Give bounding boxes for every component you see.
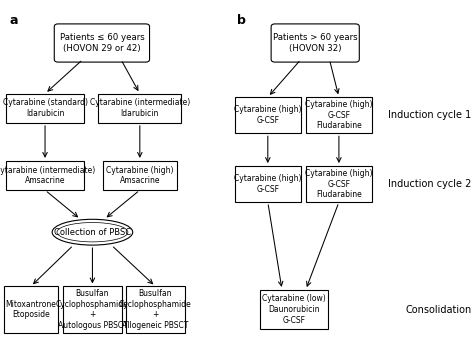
Text: Cytarabine (high)
G-CSF
Fludarabine: Cytarabine (high) G-CSF Fludarabine bbox=[305, 169, 373, 199]
FancyBboxPatch shape bbox=[63, 286, 122, 333]
Text: Cytarabine (standard)
Idarubicin: Cytarabine (standard) Idarubicin bbox=[2, 98, 88, 118]
FancyBboxPatch shape bbox=[306, 97, 372, 133]
Text: Cytarabine (high)
G-CSF: Cytarabine (high) G-CSF bbox=[234, 105, 301, 125]
Text: b: b bbox=[237, 14, 246, 27]
Text: Busulfan
Cyclophosphamide
+
Allogeneic PBSCT: Busulfan Cyclophosphamide + Allogeneic P… bbox=[119, 289, 192, 330]
Text: Cytarabine (low)
Daunorubicin
G-CSF: Cytarabine (low) Daunorubicin G-CSF bbox=[262, 294, 326, 325]
Text: Cytarabine (high)
G-CSF
Fludarabine: Cytarabine (high) G-CSF Fludarabine bbox=[305, 100, 373, 130]
FancyBboxPatch shape bbox=[306, 166, 372, 202]
FancyBboxPatch shape bbox=[126, 286, 185, 333]
Text: Cytarabine (high)
Amsacrine: Cytarabine (high) Amsacrine bbox=[106, 165, 173, 185]
Text: Mitoxantrone
Etoposide: Mitoxantrone Etoposide bbox=[5, 300, 56, 320]
FancyBboxPatch shape bbox=[235, 166, 301, 202]
Text: Induction cycle 2: Induction cycle 2 bbox=[388, 179, 472, 189]
FancyBboxPatch shape bbox=[259, 290, 328, 330]
Text: Consolidation: Consolidation bbox=[405, 304, 472, 315]
FancyBboxPatch shape bbox=[6, 161, 84, 190]
FancyBboxPatch shape bbox=[235, 97, 301, 133]
Text: Patients > 60 years
(HOVON 32): Patients > 60 years (HOVON 32) bbox=[273, 33, 357, 53]
FancyBboxPatch shape bbox=[3, 286, 58, 333]
Text: Patients ≤ 60 years
(HOVON 29 or 42): Patients ≤ 60 years (HOVON 29 or 42) bbox=[60, 33, 144, 53]
FancyBboxPatch shape bbox=[54, 24, 149, 62]
Text: Cytarabine (intermediate)
Amsacrine: Cytarabine (intermediate) Amsacrine bbox=[0, 165, 95, 185]
Text: Collection of PBSC: Collection of PBSC bbox=[54, 228, 131, 237]
FancyBboxPatch shape bbox=[98, 94, 181, 123]
Ellipse shape bbox=[52, 219, 133, 245]
Text: Cytarabine (intermediate)
Idarubicin: Cytarabine (intermediate) Idarubicin bbox=[90, 98, 190, 118]
FancyBboxPatch shape bbox=[103, 161, 176, 190]
FancyBboxPatch shape bbox=[271, 24, 359, 62]
Text: Cytarabine (high)
G-CSF: Cytarabine (high) G-CSF bbox=[234, 174, 301, 194]
Text: Busulfan
Cyclophosphamide
+
Autologous PBSCT: Busulfan Cyclophosphamide + Autologous P… bbox=[56, 289, 129, 330]
Text: a: a bbox=[9, 14, 18, 27]
FancyBboxPatch shape bbox=[6, 94, 84, 123]
Text: Induction cycle 1: Induction cycle 1 bbox=[388, 110, 472, 120]
